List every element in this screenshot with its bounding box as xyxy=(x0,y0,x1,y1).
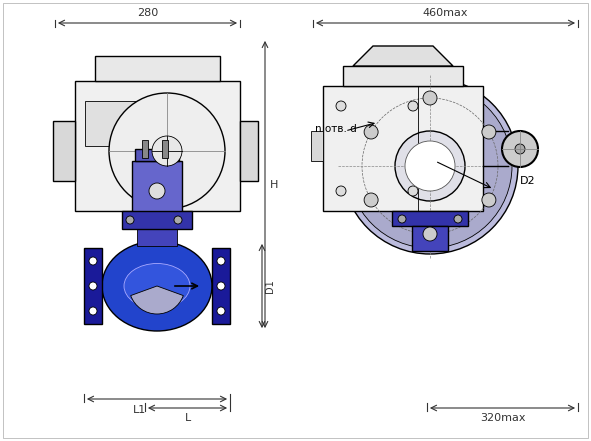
Circle shape xyxy=(336,101,346,111)
Bar xyxy=(135,149,179,161)
Circle shape xyxy=(342,78,518,254)
Circle shape xyxy=(423,91,437,105)
Bar xyxy=(132,161,182,226)
Circle shape xyxy=(454,215,462,223)
Ellipse shape xyxy=(124,264,190,309)
Circle shape xyxy=(152,136,182,166)
Circle shape xyxy=(408,101,418,111)
Text: 280: 280 xyxy=(137,8,158,18)
Bar xyxy=(95,56,220,81)
Circle shape xyxy=(482,125,496,139)
Bar xyxy=(75,81,240,211)
Circle shape xyxy=(217,257,225,265)
Text: D1: D1 xyxy=(265,279,275,293)
Bar xyxy=(142,140,148,158)
Circle shape xyxy=(405,141,455,191)
Circle shape xyxy=(364,125,378,139)
Bar xyxy=(412,226,448,251)
Text: 460max: 460max xyxy=(423,8,468,18)
Circle shape xyxy=(217,282,225,290)
Circle shape xyxy=(364,193,378,207)
Bar xyxy=(122,211,192,229)
Bar xyxy=(392,211,468,226)
Circle shape xyxy=(395,131,465,201)
Text: H: H xyxy=(270,179,278,190)
Circle shape xyxy=(89,307,97,315)
Bar xyxy=(311,131,323,161)
Circle shape xyxy=(515,144,525,154)
Wedge shape xyxy=(131,286,183,314)
Circle shape xyxy=(482,193,496,207)
Circle shape xyxy=(109,93,225,209)
Bar xyxy=(53,121,75,181)
Circle shape xyxy=(174,216,182,224)
Polygon shape xyxy=(353,46,453,66)
Bar xyxy=(137,226,177,246)
Circle shape xyxy=(336,186,346,196)
Circle shape xyxy=(149,183,165,199)
Bar xyxy=(212,248,230,324)
Text: L1: L1 xyxy=(132,405,145,415)
Bar xyxy=(240,121,258,181)
Text: n отв. d: n отв. d xyxy=(315,124,357,134)
Circle shape xyxy=(89,282,97,290)
Circle shape xyxy=(89,257,97,265)
Bar xyxy=(343,66,463,86)
Bar xyxy=(323,86,483,211)
Circle shape xyxy=(126,216,134,224)
Circle shape xyxy=(502,131,538,167)
Ellipse shape xyxy=(102,241,212,331)
Bar xyxy=(85,101,165,146)
Bar xyxy=(162,140,168,158)
Text: L: L xyxy=(184,413,191,423)
Circle shape xyxy=(398,215,406,223)
Circle shape xyxy=(348,84,512,248)
Circle shape xyxy=(217,307,225,315)
Text: 320max: 320max xyxy=(480,413,525,423)
Circle shape xyxy=(423,227,437,241)
Bar xyxy=(84,248,102,324)
Circle shape xyxy=(408,186,418,196)
Text: D2: D2 xyxy=(520,176,535,186)
